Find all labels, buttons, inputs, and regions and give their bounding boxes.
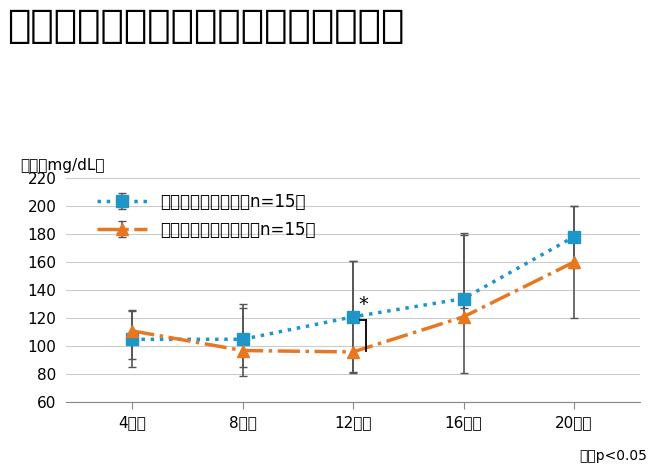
Text: *: *: [358, 295, 368, 314]
Text: ＊：p<0.05: ＊：p<0.05: [579, 449, 647, 463]
Legend: 対照（菜種油）群（n=15）, 非加熱ユズ種子油群（n=15）: 対照（菜種油）群（n=15）, 非加熱ユズ種子油群（n=15）: [97, 193, 316, 239]
Text: 血糖（mg/dL）: 血糖（mg/dL）: [20, 158, 104, 173]
Text: 高脂肪食投与下の空腹時血糖値の推移: 高脂肪食投与下の空腹時血糖値の推移: [7, 7, 404, 45]
